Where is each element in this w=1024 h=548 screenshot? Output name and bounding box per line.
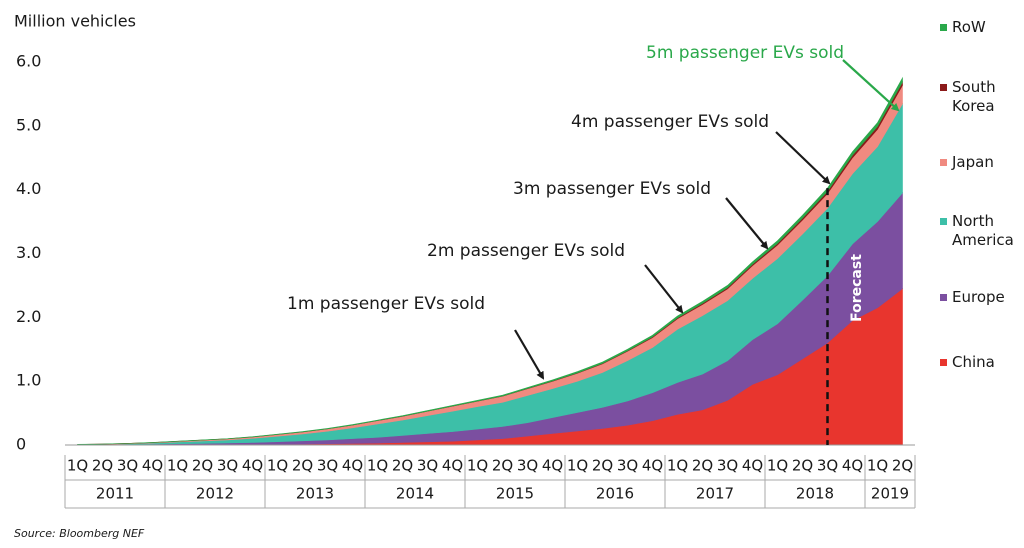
x-tick-label: 1Q [567, 457, 588, 475]
annotation: 5m passenger EVs sold [646, 43, 844, 63]
y-tick-label: 5.0 [16, 115, 41, 134]
legend-label: South Korea [952, 78, 996, 115]
x-tick-label: 4Q [142, 457, 163, 475]
legend-swatch [940, 159, 947, 166]
x-tick-label: 1Q [867, 457, 888, 475]
annotation: 2m passenger EVs sold [427, 241, 625, 261]
legend-label: Europe [952, 288, 1005, 306]
x-tick-label: 3Q [117, 457, 138, 475]
annotation-arrow [514, 329, 545, 380]
x-tick-label: 2Q [892, 457, 913, 475]
x-tick-label: 2Q [492, 457, 513, 475]
y-tick-label: 0 [16, 435, 26, 454]
forecast-label: Forecast [849, 254, 865, 322]
x-tick-label: 2Q [592, 457, 613, 475]
x-tick-label: 1Q [467, 457, 488, 475]
annotation-arrow [775, 131, 831, 185]
legend-swatch [940, 24, 947, 31]
y-tick-label: 4.0 [16, 179, 41, 198]
year-label: 2017 [696, 485, 734, 503]
x-tick-label: 4Q [342, 457, 363, 475]
year-label: 2016 [596, 485, 634, 503]
annotation-arrow [644, 264, 684, 314]
x-tick-label: 1Q [267, 457, 288, 475]
legend-item: RoW [940, 18, 1022, 37]
y-tick-label: 6.0 [16, 52, 41, 71]
annotation-arrow [842, 59, 900, 112]
x-tick-label: 3Q [817, 457, 838, 475]
x-tick-label: 3Q [217, 457, 238, 475]
legend: RoW South Korea Japan North America Europe Ch… [940, 18, 1024, 450]
year-label: 2015 [496, 485, 534, 503]
annotation: 1m passenger EVs sold [287, 294, 485, 314]
legend-swatch [940, 359, 947, 366]
x-tick-label: 2Q [692, 457, 713, 475]
legend-swatch [940, 84, 947, 91]
year-label: 2018 [796, 485, 834, 503]
x-tick-label: 3Q [617, 457, 638, 475]
legend-item: South Korea [940, 78, 1022, 116]
annotation: 3m passenger EVs sold [513, 179, 711, 199]
legend-label: North America [952, 212, 1014, 249]
year-label: 2014 [396, 485, 434, 503]
x-tick-label: 3Q [417, 457, 438, 475]
legend-label: China [952, 353, 995, 371]
y-tick-label: 3.0 [16, 243, 41, 262]
x-tick-label: 1Q [367, 457, 388, 475]
x-tick-label: 2Q [292, 457, 313, 475]
legend-swatch [940, 294, 947, 301]
annotation-arrow [725, 197, 769, 250]
x-tick-label: 4Q [542, 457, 563, 475]
x-tick-label: 2Q [92, 457, 113, 475]
year-label: 2012 [196, 485, 234, 503]
y-axis-label: Million vehicles [14, 12, 136, 31]
y-tick-label: 1.0 [16, 371, 41, 390]
x-tick-label: 1Q [667, 457, 688, 475]
area [77, 76, 903, 445]
year-label: 2011 [96, 485, 134, 503]
x-tick-label: 2Q [792, 457, 813, 475]
legend-swatch [940, 218, 947, 225]
x-tick-label: 2Q [392, 457, 413, 475]
x-tick-label: 1Q [167, 457, 188, 475]
legend-label: RoW [952, 18, 986, 36]
x-tick-label: 4Q [642, 457, 663, 475]
x-tick-label: 4Q [742, 457, 763, 475]
year-label: 2013 [296, 485, 334, 503]
x-tick-label: 4Q [842, 457, 863, 475]
annotation: 4m passenger EVs sold [571, 112, 769, 132]
legend-label: Japan [952, 153, 994, 171]
x-tick-label: 3Q [517, 457, 538, 475]
y-tick-label: 2.0 [16, 307, 41, 326]
x-tick-label: 3Q [717, 457, 738, 475]
legend-item: Japan [940, 153, 1022, 172]
x-tick-label: 1Q [767, 457, 788, 475]
x-tick-label: 1Q [67, 457, 88, 475]
source: Source: Bloomberg NEF [14, 527, 145, 540]
x-tick-label: 4Q [442, 457, 463, 475]
legend-item: North America [940, 212, 1022, 250]
x-tick-label: 4Q [242, 457, 263, 475]
x-tick-label: 2Q [192, 457, 213, 475]
year-label: 2019 [871, 485, 909, 503]
legend-item: China [940, 353, 1022, 372]
legend-item: Europe [940, 288, 1022, 307]
x-tick-label: 3Q [317, 457, 338, 475]
